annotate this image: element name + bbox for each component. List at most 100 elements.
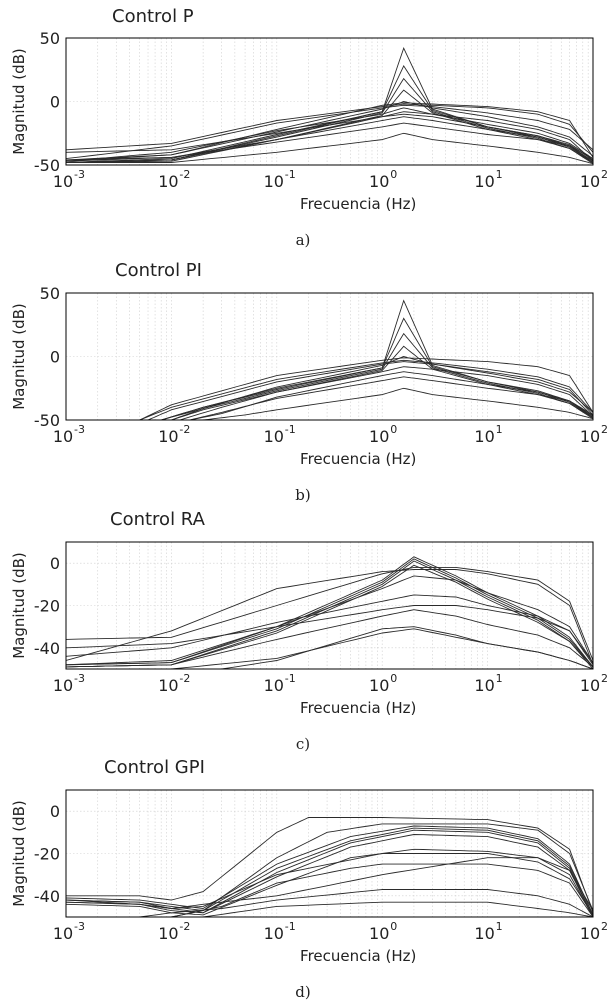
y-tick-label: 0 <box>50 802 60 821</box>
x-tick-exponent: 0 <box>390 672 397 685</box>
x-tick-exponent: 0 <box>390 920 397 933</box>
series-line <box>66 556 593 668</box>
series-line <box>66 609 593 668</box>
series-line <box>66 575 593 666</box>
series-line <box>203 387 593 420</box>
x-tick-exponent: 1 <box>496 168 503 181</box>
x-tick-exponent: 2 <box>601 168 607 181</box>
plot-frame <box>65 541 594 670</box>
y-tick-label: -40 <box>34 639 60 658</box>
y-tick-label: 50 <box>40 284 60 303</box>
series-line <box>66 857 593 911</box>
series-group <box>66 556 593 669</box>
y-tick-label: -40 <box>34 887 60 906</box>
series-line <box>66 102 593 162</box>
x-tick-exponent: 2 <box>601 920 607 933</box>
chart-title: Control GPI <box>104 757 205 778</box>
panel-label: a) <box>296 231 311 249</box>
series-line <box>66 116 593 163</box>
x-axis-label: Frecuencia (Hz) <box>300 699 416 717</box>
series-line <box>66 605 593 666</box>
x-tick-exponent: -1 <box>285 920 296 933</box>
series-line <box>66 132 593 165</box>
grid-lines <box>65 542 593 669</box>
series-line <box>203 901 593 917</box>
x-tick-exponent: -2 <box>179 672 190 685</box>
x-tick-label: 10 <box>158 924 178 943</box>
y-axis-label: Magnitud (dB) <box>10 552 28 659</box>
series-line <box>66 564 593 669</box>
x-tick-label: 10 <box>474 427 494 446</box>
x-tick-label: 10 <box>158 676 178 695</box>
x-tick-label: 10 <box>264 172 284 191</box>
grid-lines <box>65 292 593 421</box>
y-axis-label: Magnitud (dB) <box>10 303 28 410</box>
x-tick-label: 10 <box>580 924 600 943</box>
panel-label: d) <box>295 983 310 1001</box>
series-line <box>147 361 593 420</box>
series-group <box>66 47 593 165</box>
x-tick-label: 10 <box>369 172 389 191</box>
chart-title: Control RA <box>110 509 206 530</box>
y-tick-label: 0 <box>50 348 60 367</box>
series-line <box>139 357 593 420</box>
x-tick-exponent: -3 <box>74 672 85 685</box>
x-tick-exponent: -1 <box>285 423 296 436</box>
chart-title: Control P <box>112 6 194 27</box>
y-axis-label: Magnitud (dB) <box>10 800 28 907</box>
x-tick-label: 10 <box>474 924 494 943</box>
y-tick-label: 0 <box>50 93 60 112</box>
x-tick-label: 10 <box>474 172 494 191</box>
series-group <box>66 817 593 917</box>
series-line <box>66 569 593 665</box>
y-tick-label: -50 <box>34 156 60 175</box>
x-tick-exponent: 1 <box>496 423 503 436</box>
plot-frame <box>65 292 594 421</box>
x-axis-label: Frecuencia (Hz) <box>300 947 416 965</box>
series-line <box>171 823 593 917</box>
x-tick-exponent: -3 <box>74 423 85 436</box>
x-tick-exponent: -3 <box>74 168 85 181</box>
x-tick-label: 10 <box>369 427 389 446</box>
x-tick-label: 10 <box>158 427 178 446</box>
x-tick-label: 10 <box>264 676 284 695</box>
x-tick-label: 10 <box>580 172 600 191</box>
plot-frame <box>65 37 594 166</box>
series-line <box>66 77 593 163</box>
y-tick-label: -20 <box>34 845 60 864</box>
series-group <box>139 299 593 420</box>
x-tick-exponent: 0 <box>390 168 397 181</box>
series-line <box>66 560 593 668</box>
series-line <box>66 111 593 162</box>
series-line <box>139 889 593 917</box>
series-line <box>66 827 593 916</box>
x-tick-label: 10 <box>158 172 178 191</box>
series-line <box>171 356 593 420</box>
grid-lines <box>65 790 593 917</box>
series-line <box>161 332 593 420</box>
series-line <box>171 863 593 917</box>
y-tick-label: -20 <box>34 597 60 616</box>
series-line <box>66 834 593 917</box>
x-tick-exponent: -2 <box>179 168 190 181</box>
plot-frame <box>65 789 594 918</box>
x-tick-exponent: -3 <box>74 920 85 933</box>
x-tick-label: 10 <box>53 676 73 695</box>
panel-label: c) <box>296 735 310 753</box>
x-tick-label: 10 <box>53 924 73 943</box>
x-tick-exponent: -2 <box>179 920 190 933</box>
series-line <box>221 626 593 669</box>
x-tick-label: 10 <box>580 427 600 446</box>
chart-title: Control PI <box>115 260 202 281</box>
series-line <box>66 825 593 916</box>
series-line <box>66 848 593 917</box>
series-line <box>66 829 593 917</box>
x-tick-label: 10 <box>53 427 73 446</box>
x-tick-exponent: 0 <box>390 423 397 436</box>
x-tick-label: 10 <box>580 676 600 695</box>
x-tick-label: 10 <box>264 924 284 943</box>
x-tick-exponent: 2 <box>601 423 607 436</box>
x-tick-label: 10 <box>264 427 284 446</box>
